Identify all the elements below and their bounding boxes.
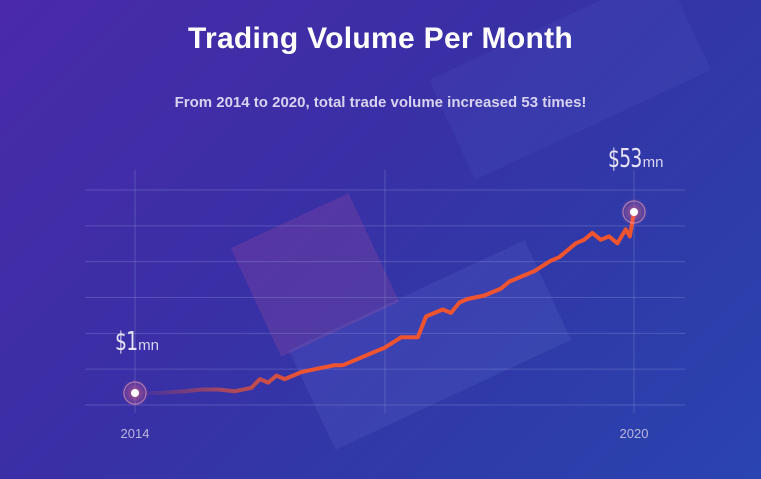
x-tick-layer: 2014 2020 — [121, 426, 649, 441]
annotation-label: $53mn — [608, 144, 663, 174]
chart-title: Trading Volume Per Month — [188, 22, 573, 55]
marker-ring — [123, 381, 147, 405]
annotation-label: $1mn — [115, 327, 159, 357]
annotation-unit: mn — [642, 154, 664, 171]
data-point-marker — [630, 208, 638, 216]
chart-grid — [85, 170, 685, 413]
data-point-marker — [131, 389, 139, 397]
series-layer — [133, 210, 636, 395]
annotation-value: $1 — [115, 327, 138, 357]
marker-ring — [622, 200, 646, 224]
annotation-unit: mn — [138, 337, 159, 354]
x-tick-label: 2020 — [620, 426, 649, 441]
marker-layer — [121, 172, 648, 407]
chart-subtitle: From 2014 to 2020, total trade volume in… — [174, 94, 587, 111]
annotation-value: $53 — [608, 144, 642, 174]
series-line — [133, 210, 636, 395]
x-tick-label: 2014 — [121, 426, 150, 441]
